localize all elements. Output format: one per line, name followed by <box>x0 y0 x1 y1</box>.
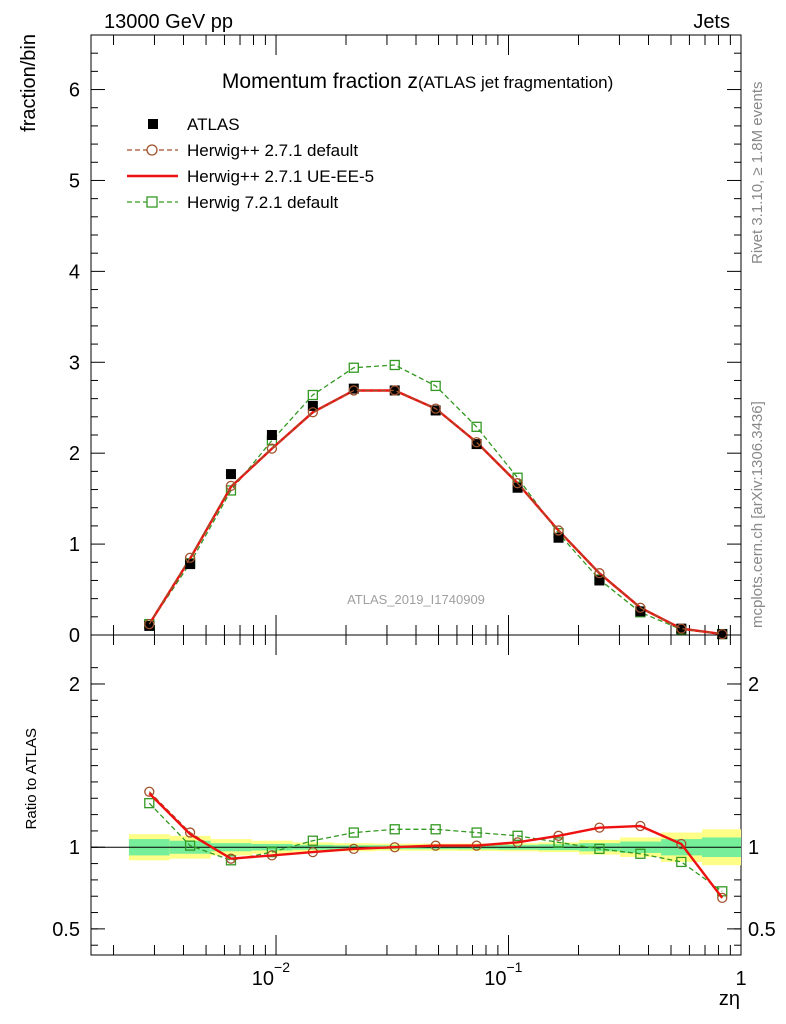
legend-label-herwig-7-2-1-default: Herwig 7.2.1 default <box>187 193 338 212</box>
legend-marker-herwig-7-2-1-default <box>146 196 158 208</box>
legend: ATLAS Herwig++ 2.7.1 default Herwig++ 2.7.… <box>127 115 374 212</box>
ratio-y-tick-label: 2 <box>69 674 80 696</box>
main-marker-herwig-2-7-1-default <box>512 478 523 489</box>
mcplots-label: mcplots.cern.ch [arXiv:1306.3436] <box>749 401 766 628</box>
ratio-y-tick-label: 0.5 <box>52 919 80 941</box>
main-marker-herwig-2-7-1-default <box>266 443 278 454</box>
ratio-marker-herwig-7-2-1-default <box>512 830 523 841</box>
ratio-frame <box>90 634 742 956</box>
ratio-y-tick-label-right: 1 <box>748 837 759 859</box>
ratio-panel: 0.5 0.51 12 210−210−11 <box>52 634 776 990</box>
ratio-marker-herwig-2-7-1-default <box>144 786 155 797</box>
main-data-point <box>553 532 564 543</box>
main-data-point <box>717 629 728 640</box>
main-marker-herwig-2-7-1-default <box>430 403 441 414</box>
ratio-marker-herwig-7-2-1-default <box>266 846 278 858</box>
x-tick-label: 1 <box>735 968 746 990</box>
main-data-point <box>471 439 482 450</box>
x-tick-label-exponent: −2 <box>274 959 290 975</box>
main-data-point <box>635 606 646 617</box>
chart-title-suffix: (ATLAS jet fragmentation) <box>418 73 613 92</box>
main-y-tick-label: 1 <box>69 534 80 556</box>
legend-label-herwig-2-7-1-ue-ee-5: Herwig++ 2.7.1 UE-EE-5 <box>187 167 374 186</box>
main-panel: 0 1 2 3 4 5 6 <box>69 34 742 647</box>
ratio-marker-herwig-2-7-1-default <box>184 827 196 838</box>
main-y-tick-label: 0 <box>69 625 80 647</box>
main-data-point <box>185 559 196 570</box>
main-marker-herwig-7-2-1-default <box>471 421 482 432</box>
ratio-marker-herwig-7-2-1-default <box>676 856 687 868</box>
main-marker-herwig-7-2-1-default <box>307 389 318 401</box>
main-marker-herwig-2-7-1-default <box>717 628 728 640</box>
main-marker-herwig-2-7-1-default <box>594 568 605 579</box>
main-y-axis-label: fraction/bin <box>18 34 40 132</box>
ratio-y-tick-label-right: 2 <box>748 674 759 696</box>
ratio-y-tick-label: 1 <box>69 837 80 859</box>
main-marker-herwig-7-2-1-default <box>348 362 359 373</box>
ratio-marker-herwig-7-2-1-default <box>184 840 196 851</box>
main-data-point <box>389 385 400 396</box>
ratio-marker-herwig-7-2-1-default <box>389 824 400 835</box>
main-data-point <box>676 623 687 634</box>
main-y-tick-label: 3 <box>69 352 80 374</box>
main-data-point <box>594 575 605 586</box>
main-marker-herwig-2-7-1-default <box>184 552 196 563</box>
ratio-marker-herwig-2-7-1-default <box>717 892 728 904</box>
header-right: Jets <box>693 11 730 33</box>
main-data-point <box>144 620 155 631</box>
chart-title: Momentum fraction z <box>222 70 418 93</box>
legend-label-herwig-2-7-1-default: Herwig++ 2.7.1 default <box>187 141 358 160</box>
ratio-y-tick-label-right: 0.5 <box>748 919 776 941</box>
ratio-line-herwig-2-7-1-ue-ee-5 <box>148 792 724 899</box>
main-marker-herwig-2-7-1-default <box>225 480 237 492</box>
main-data-point <box>430 405 441 416</box>
ratio-y-axis-label: Ratio to ATLAS <box>23 728 40 829</box>
main-marker-herwig-2-7-1-default <box>676 623 687 634</box>
legend-marker-atlas <box>148 119 158 129</box>
ratio-marker-herwig-7-2-1-default <box>430 824 441 835</box>
main-line-herwig-2-7-1-default <box>148 389 723 635</box>
ratio-marker-herwig-7-2-1-default <box>594 843 605 855</box>
main-marker-herwig-7-2-1-default <box>430 380 441 392</box>
ratio-marker-herwig-7-2-1-default <box>553 837 564 848</box>
main-marker-herwig-2-7-1-default <box>307 407 318 418</box>
main-data-point <box>348 383 359 394</box>
ratio-marker-herwig-2-7-1-default <box>676 838 687 850</box>
ratio-marker-herwig-7-2-1-default <box>307 835 318 846</box>
main-marker-herwig-2-7-1-default <box>348 385 359 396</box>
legend-marker-herwig-2-7-1-default <box>146 144 158 156</box>
legend-label-atlas: ATLAS <box>187 115 240 134</box>
main-y-tick-label: 5 <box>69 170 80 192</box>
x-axis-label: zη <box>719 988 740 1010</box>
main-marker-herwig-2-7-1-default <box>471 437 482 448</box>
rivet-label: Rivet 3.1.10, ≥ 1.8M events <box>749 82 766 265</box>
x-tick-label: 10 <box>484 968 506 990</box>
main-marker-herwig-2-7-1-default <box>553 525 564 536</box>
x-tick-label: 10 <box>252 968 274 990</box>
main-data-point <box>266 430 277 440</box>
ratio-marker-herwig-7-2-1-default <box>348 827 359 838</box>
main-marker-herwig-2-7-1-default <box>389 385 400 396</box>
main-y-tick-label: 4 <box>69 261 80 283</box>
analysis-watermark: ATLAS_2019_I1740909 <box>347 592 485 607</box>
ratio-marker-herwig-7-2-1-default <box>144 798 155 809</box>
main-marker-herwig-7-2-1-default <box>389 359 400 371</box>
main-data-point <box>307 400 318 411</box>
main-y-tick-label: 6 <box>69 80 80 102</box>
ratio-marker-herwig-7-2-1-default <box>471 827 482 838</box>
header-left: 13000 GeV pp <box>104 11 233 33</box>
x-tick-label-exponent: −1 <box>507 959 523 975</box>
main-data-point <box>225 469 236 480</box>
ratio-marker-herwig-7-2-1-default <box>635 848 646 859</box>
main-y-tick-label: 2 <box>69 443 80 465</box>
main-marker-herwig-2-7-1-default <box>635 602 646 613</box>
main-marker-herwig-2-7-1-default <box>144 618 155 630</box>
